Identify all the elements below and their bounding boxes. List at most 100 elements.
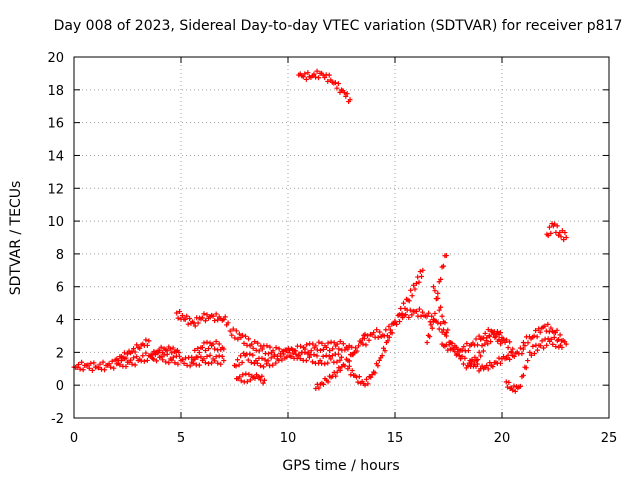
trace-mark-arc-1-0-4 (77, 366, 83, 372)
trace-mark-arc-2-1-5 (132, 349, 138, 355)
trace-mark-arc-3-2-2 (170, 345, 176, 351)
trace-mark-arc-6-10-5 (342, 347, 348, 353)
trace-mark-arc-9-1-5 (314, 68, 320, 74)
trace-mark-arc-5-2-4 (216, 341, 222, 347)
trace-mark-arc-15-5-5 (480, 348, 486, 354)
trace-mark-arc-3-1-1 (158, 344, 164, 350)
trace-mark-arc-16-2-2 (459, 347, 465, 353)
trace-mark-arc-1-5-3 (129, 361, 135, 367)
trace-mark-arc-7-9-5 (335, 351, 341, 357)
trace-mark-arc-15-0-5 (438, 304, 444, 310)
trace-mark-arc-12-7-4 (441, 327, 447, 333)
trace-mark-arc-9-1-6 (316, 75, 322, 81)
y-tick-label: 16 (47, 117, 64, 132)
trace-mark-arc-9-0-5 (303, 76, 309, 82)
trace-mark-arc-7-3-1 (265, 358, 271, 364)
trace-mark-arc-3-1-2 (160, 350, 166, 356)
trace-mark-arc-4-0-1 (175, 315, 181, 321)
data-point-arc-10-2 (334, 369, 340, 375)
trace-mark-arc-1-13-3 (215, 360, 221, 366)
data-point-arc-7-2 (253, 358, 259, 364)
trace-mark-arc-17-1-5 (485, 366, 491, 372)
trace-mark-arc-1-5-4 (131, 355, 137, 361)
trace-mark-arc-7-8-1 (319, 360, 325, 366)
trace-mark-arc-17-1-6 (487, 360, 493, 366)
trace-mark-arc-16-5-5 (496, 337, 502, 343)
trace-mark-arc-7-0-4 (238, 353, 244, 359)
trace-mark-arc-16-6-1 (501, 336, 507, 342)
trace-mark-arc-12-6-3 (429, 313, 435, 319)
trace-mark-arc-6-0-4 (233, 328, 239, 334)
trace-mark-arc-7-8-3 (322, 361, 328, 367)
data-point-arc-8-2 (261, 377, 267, 383)
trace-mark-arc-1-9-2 (170, 354, 176, 360)
y-tick-label: -2 (51, 412, 64, 427)
data-point-arc-19-1 (531, 333, 537, 339)
trace-mark-arc-1-12-1 (201, 356, 207, 362)
trace-mark-arc-17-2-1 (490, 364, 496, 370)
trace-mark-arc-1-2-5 (100, 359, 106, 365)
trace-mark-arc-15-0-3 (435, 295, 441, 301)
trace-mark-arc-1-4-2 (117, 362, 123, 368)
data-point-arc-7-3 (264, 361, 270, 367)
trace-mark-arc-1-13-4 (216, 353, 222, 359)
trace-mark-arc-7-8-4 (323, 353, 329, 359)
data-point-arc-5-2 (210, 341, 216, 347)
trace-mark-arc-1-2-3 (97, 361, 103, 367)
trace-mark-arc-18-1-2 (512, 388, 518, 394)
trace-mark-arc-12-7-2 (438, 321, 444, 327)
data-point-arc-11-4 (379, 353, 385, 359)
trace-mark-arc-20-1-2 (541, 345, 547, 351)
trace-mark-arc-11-2-4 (368, 374, 374, 380)
trace-mark-arc-12-0-1 (361, 335, 367, 341)
data-point-arc-4-0 (174, 310, 180, 316)
data-point-arc-19-0 (520, 340, 526, 346)
trace-mark-arc-1-1-5 (89, 367, 95, 373)
trace-mark-arc-12-2-1 (383, 327, 389, 333)
trace-mark-arc-9-2-3 (322, 75, 328, 81)
trace-mark-arc-1-2-2 (95, 365, 101, 371)
trace-mark-arc-6-1-2 (241, 340, 247, 346)
trace-mark-arc-9-4-3 (343, 93, 349, 99)
trace-mark-arc-8-0-8 (246, 371, 252, 377)
trace-mark-arc-19-1-4 (537, 329, 543, 335)
trace-mark-arc-6-7-1 (304, 342, 310, 348)
trace-mark-arc-9-3-6 (337, 89, 343, 95)
trace-mark-arc-7-6-4 (302, 349, 308, 355)
data-point-arc-5-1 (199, 344, 205, 350)
trace-mark-arc-13-2-3 (417, 269, 423, 275)
data-point-arc-4-6 (225, 320, 231, 326)
y-tick-label: 12 (47, 182, 64, 197)
trace-mark-arc-6-3-3 (264, 343, 270, 349)
trace-mark-arc-7-1-3 (247, 351, 253, 357)
trace-mark-arc-11-1-1 (355, 379, 361, 385)
trace-mark-arc-10-0-5 (320, 381, 326, 387)
trace-mark-arc-17-3-6 (508, 350, 514, 356)
x-axis-label: GPS time / hours (282, 458, 399, 474)
trace-mark-arc-1-0-3 (76, 361, 82, 367)
trace-mark-arc-3-0-1 (149, 355, 155, 361)
trace-mark-arc-9-4-2 (341, 90, 347, 96)
trace-mark-arc-7-1-4 (248, 360, 254, 366)
trace-mark-arc-7-2-6 (262, 357, 268, 363)
trace-mark-arc-4-4-3 (215, 317, 221, 323)
trace-mark-arc-6-2-2 (252, 339, 258, 345)
trace-mark-arc-4-0-4 (179, 313, 185, 319)
x-tick-label: 5 (177, 431, 185, 446)
data-points (71, 68, 569, 394)
y-tick-label: 8 (56, 248, 64, 263)
trace-mark-arc-15-0-4 (436, 307, 442, 313)
trace-mark-arc-19-1-3 (536, 326, 542, 332)
trace-mark-arc-15-3-2 (459, 353, 465, 359)
data-point-arc-6-9 (324, 344, 330, 350)
data-point-arc-18-3 (520, 372, 526, 378)
trace-mark-arc-6-10-4 (340, 341, 346, 347)
trace-mark-arc-6-9-2 (327, 348, 333, 354)
trace-mark-arc-19-1-1 (533, 327, 539, 333)
data-point-arc-6-2 (249, 341, 255, 347)
trace-mark-arc-1-8-2 (160, 357, 166, 363)
trace-mark-arc-13-0-4 (402, 305, 408, 311)
trace-mark-arc-2-2-5 (143, 337, 149, 343)
trace-mark-arc-1-8-4 (163, 359, 169, 365)
